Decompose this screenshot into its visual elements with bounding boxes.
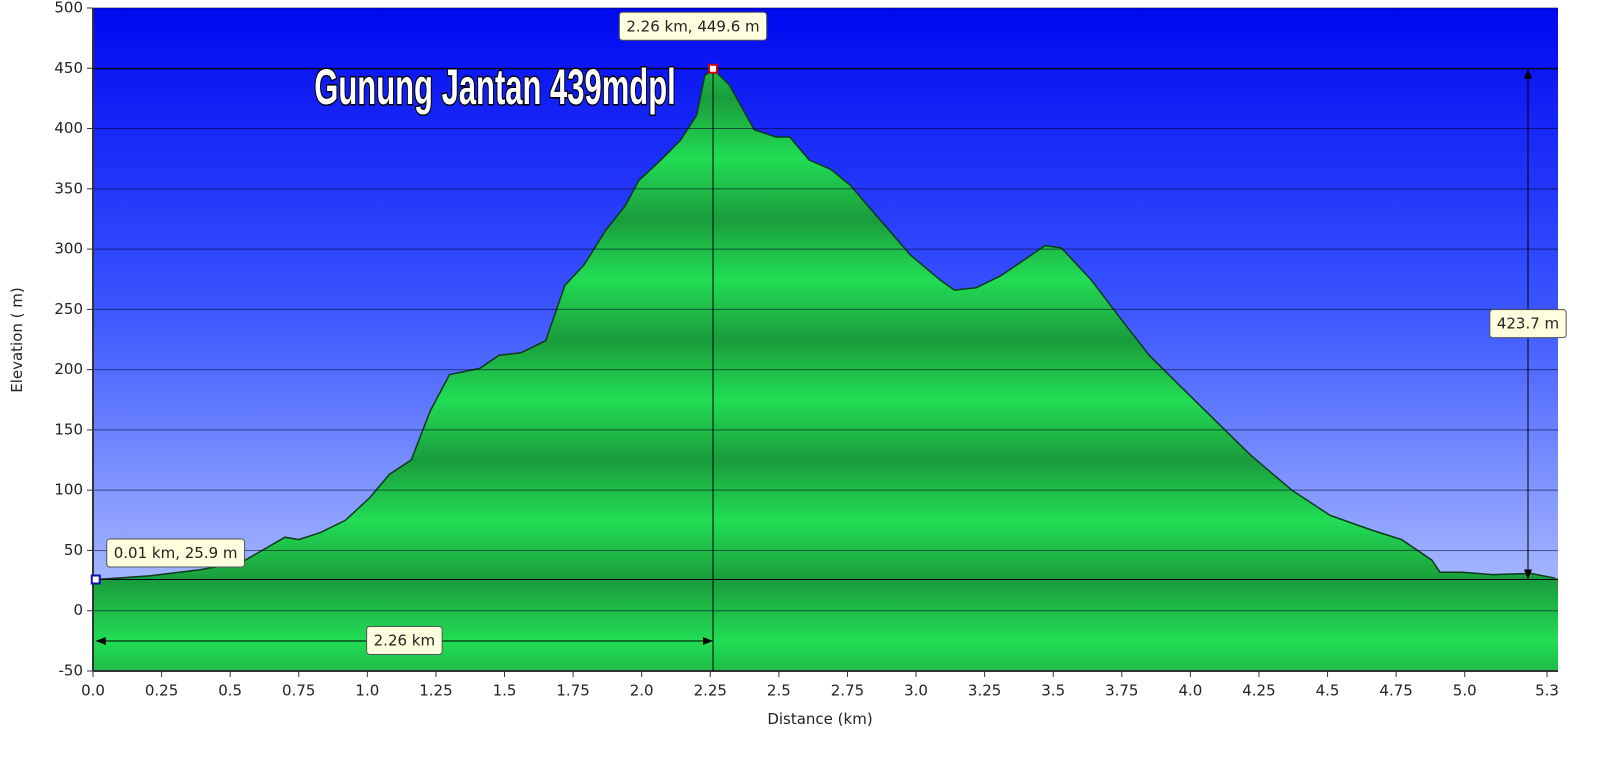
- marker: [708, 63, 719, 74]
- y-tick-label: 0: [73, 601, 83, 619]
- annotation-label: 0.01 km, 25.9 m: [114, 544, 238, 562]
- x-tick-label: 3.0: [904, 682, 928, 700]
- annotation-box: [1489, 309, 1567, 339]
- annotation-label: 423.7 m: [1497, 315, 1559, 333]
- x-tick-label: 0.25: [145, 682, 178, 700]
- y-tick-label: 100: [54, 481, 83, 499]
- x-tick-label: 3.25: [968, 682, 1001, 700]
- x-tick-label: 3.5: [1041, 682, 1065, 700]
- y-tick-label: 350: [54, 179, 83, 197]
- x-tick-label: 1.0: [355, 682, 379, 700]
- y-tick-label: 200: [54, 360, 83, 378]
- x-tick-label: 0.0: [81, 682, 105, 700]
- x-tick-label: 3.75: [1105, 682, 1138, 700]
- y-tick-label: 400: [54, 119, 83, 137]
- annotation-label: 2.26 km: [374, 632, 435, 650]
- annotation-box: [618, 11, 768, 41]
- elevation-line: [95, 67, 1556, 581]
- annotation-box: [366, 626, 443, 655]
- y-tick-label: 50: [64, 541, 83, 559]
- y-tick-label: 150: [54, 420, 83, 438]
- x-tick-label: 0.5: [218, 682, 242, 700]
- marker: [90, 574, 101, 585]
- x-tick-label: 2.75: [831, 682, 864, 700]
- x-tick-label: 4.25: [1242, 682, 1275, 700]
- y-tick-label: 450: [54, 59, 83, 77]
- y-tick-label: 250: [54, 300, 83, 318]
- x-tick-label: 4.5: [1316, 682, 1340, 700]
- x-tick-label: 2.0: [630, 682, 654, 700]
- x-tick-label: 4.0: [1178, 682, 1202, 700]
- y-tick-label: 300: [54, 240, 83, 258]
- x-tick-label: 4.75: [1379, 682, 1412, 700]
- x-tick-label: 5.0: [1453, 682, 1477, 700]
- y-axis-label: Elevation ( m): [8, 287, 26, 393]
- x-tick-label: 0.75: [282, 682, 315, 700]
- y-tick-label: -50: [59, 662, 84, 680]
- annotation-label: 2.26 km, 449.6 m: [626, 17, 759, 35]
- y-tick-label: 500: [54, 0, 83, 17]
- x-axis-label: Distance (km): [767, 710, 872, 728]
- chart-title: Gunung Jantan 439mdpl: [314, 58, 676, 114]
- x-tick-label: 2.5: [767, 682, 791, 700]
- plot-layer: -50 0 50 100 150 200 250 300 350 400 450 500 0.0 0.25…: [54, 0, 1567, 700]
- x-tick-label: 1.75: [556, 682, 589, 700]
- annotation-box: [106, 538, 246, 568]
- x-tick-label: 5.3: [1535, 682, 1559, 700]
- x-tick-label: 1.25: [419, 682, 452, 700]
- x-tick-label: 1.5: [493, 682, 517, 700]
- x-tick-label: 2.25: [694, 682, 727, 700]
